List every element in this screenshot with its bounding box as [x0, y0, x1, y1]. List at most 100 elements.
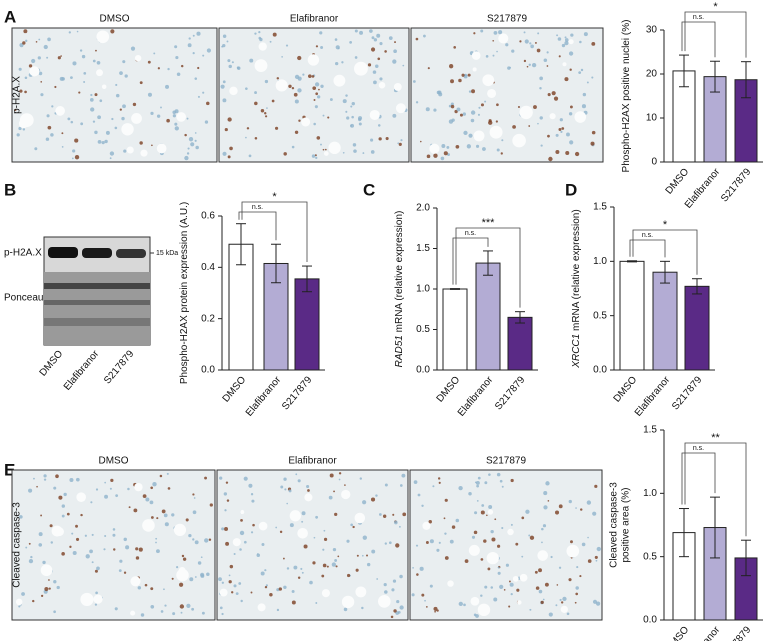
stain-dot: [133, 508, 138, 513]
y-tick-label: 0.2: [201, 313, 215, 324]
stain-dot: [94, 603, 98, 606]
stain-dot: [361, 606, 364, 610]
stain-dot: [291, 145, 295, 149]
stain-dot: [535, 586, 540, 590]
stain-dot: [544, 582, 549, 587]
x-tick-label: Elafibranor: [456, 374, 496, 419]
stain-dot: [411, 593, 415, 597]
stain-dot: [224, 526, 228, 531]
stain-dot: [294, 130, 299, 135]
stain-dot: [436, 548, 440, 552]
stain-dot: [258, 36, 262, 40]
vacuole: [134, 54, 142, 62]
stain-dot: [392, 113, 397, 118]
stain-dot: [564, 77, 569, 82]
stain-dot: [227, 59, 231, 63]
stain-dot: [346, 539, 350, 543]
stain-dot: [539, 116, 543, 120]
vacuole: [519, 573, 528, 582]
stain-dot: [94, 569, 98, 573]
stain-dot: [90, 93, 93, 97]
stain-dot: [114, 126, 118, 130]
image-label: S217879: [487, 14, 527, 25]
stain-dot: [21, 592, 25, 596]
stain-dot: [395, 543, 400, 548]
stain-dot: [484, 585, 488, 589]
stain-dot: [494, 518, 497, 521]
blot-band: [48, 247, 78, 258]
vacuole: [328, 141, 341, 154]
stain-dot: [314, 105, 318, 109]
stain-dot: [530, 44, 534, 49]
stain-dot: [174, 109, 179, 114]
stain-dot: [412, 566, 414, 569]
stain-dot: [528, 63, 531, 66]
stain-dot: [393, 609, 397, 613]
stain-dot: [564, 38, 569, 42]
vacuole: [507, 528, 514, 536]
stain-dot: [156, 114, 161, 118]
stain-dot: [43, 474, 47, 478]
stain-dot: [488, 120, 493, 125]
stain-dot: [283, 152, 287, 156]
stain-dot: [483, 539, 487, 543]
stain-dot: [174, 122, 178, 126]
stain-dot: [188, 136, 194, 142]
significance-bracket: [241, 201, 308, 263]
stain-dot: [228, 64, 232, 69]
vacuole: [487, 509, 494, 515]
stain-dot: [565, 150, 570, 156]
stain-dot: [196, 31, 201, 36]
stain-dot: [547, 134, 550, 138]
stain-dot: [237, 66, 241, 70]
significance-bracket: [455, 227, 521, 308]
stain-dot: [379, 77, 383, 81]
stain-dot: [240, 599, 243, 603]
stain-dot: [523, 31, 526, 34]
stain-dot: [151, 144, 153, 147]
stain-dot: [30, 555, 33, 559]
vacuole: [517, 600, 522, 605]
stain-dot: [224, 127, 228, 132]
significance-label: n.s.: [642, 232, 653, 239]
micrograph: [218, 27, 410, 163]
stain-dot: [590, 141, 595, 146]
vacuole: [219, 588, 228, 597]
stain-dot: [538, 589, 543, 594]
stain-dot: [19, 43, 24, 48]
stain-dot: [592, 511, 597, 516]
stain-dot: [507, 66, 511, 70]
stain-dot: [343, 607, 348, 612]
vacuole: [131, 113, 142, 124]
stain-dot: [468, 90, 472, 93]
stain-dot: [587, 536, 589, 539]
stain-dot: [521, 516, 525, 520]
vacuole: [142, 519, 155, 532]
lane-label: S217879: [102, 348, 136, 386]
stain-dot: [55, 474, 59, 479]
stain-dot: [480, 103, 484, 107]
stain-dot: [83, 71, 87, 75]
stain-dot: [250, 493, 254, 496]
stain-dot: [127, 487, 130, 491]
stain-dot: [564, 41, 569, 46]
stain-dot: [558, 566, 562, 569]
stain-dot: [537, 32, 540, 35]
stain-dot: [402, 512, 407, 517]
stain-dot: [190, 142, 195, 147]
stain-dot: [112, 533, 116, 537]
stain-dot: [138, 547, 143, 552]
stain-dot: [122, 60, 126, 64]
stain-dot: [25, 546, 28, 549]
stain-dot: [529, 608, 532, 611]
x-tick-label: S217879: [719, 624, 753, 641]
y-axis-label-text: mRNA (relative expression): [394, 211, 405, 333]
stain-dot: [47, 37, 51, 42]
significance-bracket: [681, 21, 716, 58]
significance-label: n.s.: [693, 14, 704, 21]
stain-dot: [302, 73, 305, 76]
stain-dot: [384, 590, 388, 594]
stain-dot: [38, 71, 43, 76]
stain-dot: [419, 140, 422, 143]
significance-bracket: [629, 239, 666, 258]
